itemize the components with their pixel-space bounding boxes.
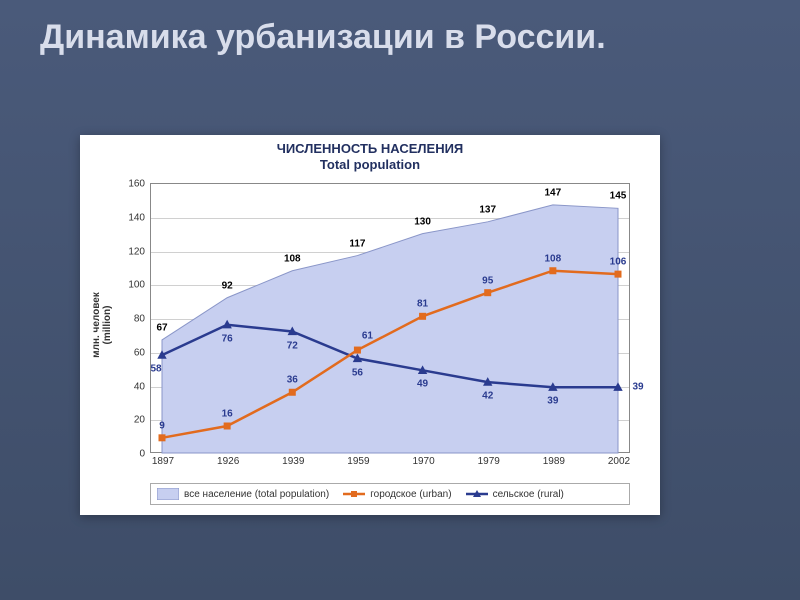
marker-urban — [549, 267, 556, 274]
data-label-rural: 49 — [417, 379, 428, 390]
data-label-rural: 42 — [482, 391, 493, 402]
slide-title: Динамика урбанизации в России. — [40, 18, 760, 57]
marker-urban — [159, 434, 166, 441]
data-label-urban: 108 — [545, 253, 562, 264]
x-tick-label: 1926 — [217, 452, 239, 467]
data-label-rural: 76 — [222, 333, 233, 344]
data-label-urban: 61 — [362, 331, 373, 342]
marker-urban — [354, 347, 361, 354]
area-swatch-icon — [157, 488, 179, 500]
data-label-rural: 39 — [547, 396, 558, 407]
x-tick-label: 1959 — [347, 452, 369, 467]
data-label-total: 117 — [349, 238, 365, 249]
chart-title: ЧИСЛЕННОСТЬ НАСЕЛЕНИЯ Total population — [80, 135, 660, 172]
y-tick-label: 120 — [128, 246, 151, 257]
legend-rural: сельское (rural) — [466, 488, 564, 500]
slide: Динамика урбанизации в России. ЧИСЛЕННОС… — [0, 0, 800, 600]
marker-urban — [615, 271, 622, 278]
x-tick-label: 1979 — [478, 452, 500, 467]
data-label-total: 92 — [222, 280, 233, 291]
data-label-urban: 16 — [222, 409, 233, 420]
marker-urban — [289, 389, 296, 396]
data-label-urban: 106 — [610, 257, 627, 268]
x-tick-label: 1897 — [152, 452, 174, 467]
y-tick-label: 20 — [134, 415, 151, 426]
data-label-total: 137 — [479, 204, 496, 215]
data-label-total: 67 — [156, 322, 167, 333]
y-axis-label: млн. человек (million) — [91, 292, 113, 358]
y-tick-label: 40 — [134, 381, 151, 392]
data-label-rural: 56 — [352, 367, 363, 378]
y-tick-label: 140 — [128, 212, 151, 223]
legend-urban: городское (urban) — [343, 488, 451, 500]
marker-urban — [224, 423, 231, 430]
y-tick-label: 80 — [134, 314, 151, 325]
data-label-rural: 39 — [632, 382, 643, 393]
x-tick-label: 2002 — [608, 452, 630, 467]
y-tick-label: 60 — [134, 347, 151, 358]
data-label-total: 147 — [545, 187, 562, 198]
marker-urban — [484, 289, 491, 296]
chart-title-line1: ЧИСЛЕННОСТЬ НАСЕЛЕНИЯ — [80, 141, 660, 157]
y-tick-label: 100 — [128, 280, 151, 291]
chart-panel: ЧИСЛЕННОСТЬ НАСЕЛЕНИЯ Total population м… — [80, 135, 660, 515]
data-label-urban: 9 — [159, 420, 165, 431]
data-label-rural: 72 — [287, 340, 298, 351]
data-label-urban: 36 — [287, 375, 298, 386]
legend: все население (total population) городск… — [150, 483, 630, 505]
data-label-urban: 95 — [482, 275, 493, 286]
marker-urban — [419, 313, 426, 320]
chart-title-line2: Total population — [80, 157, 660, 173]
x-tick-label: 1989 — [543, 452, 565, 467]
square-marker-icon — [343, 488, 365, 500]
data-label-total: 130 — [414, 216, 431, 227]
legend-total: все население (total population) — [157, 488, 329, 500]
data-label-rural: 58 — [150, 364, 161, 375]
triangle-marker-icon — [466, 488, 488, 500]
data-label-urban: 81 — [417, 299, 428, 310]
data-label-total: 145 — [610, 191, 627, 202]
plot-area: 0204060801001201401601897192619391959197… — [150, 183, 630, 453]
x-tick-label: 1970 — [412, 452, 434, 467]
x-tick-label: 1939 — [282, 452, 304, 467]
y-tick-label: 160 — [128, 179, 151, 190]
data-label-total: 108 — [284, 253, 301, 264]
